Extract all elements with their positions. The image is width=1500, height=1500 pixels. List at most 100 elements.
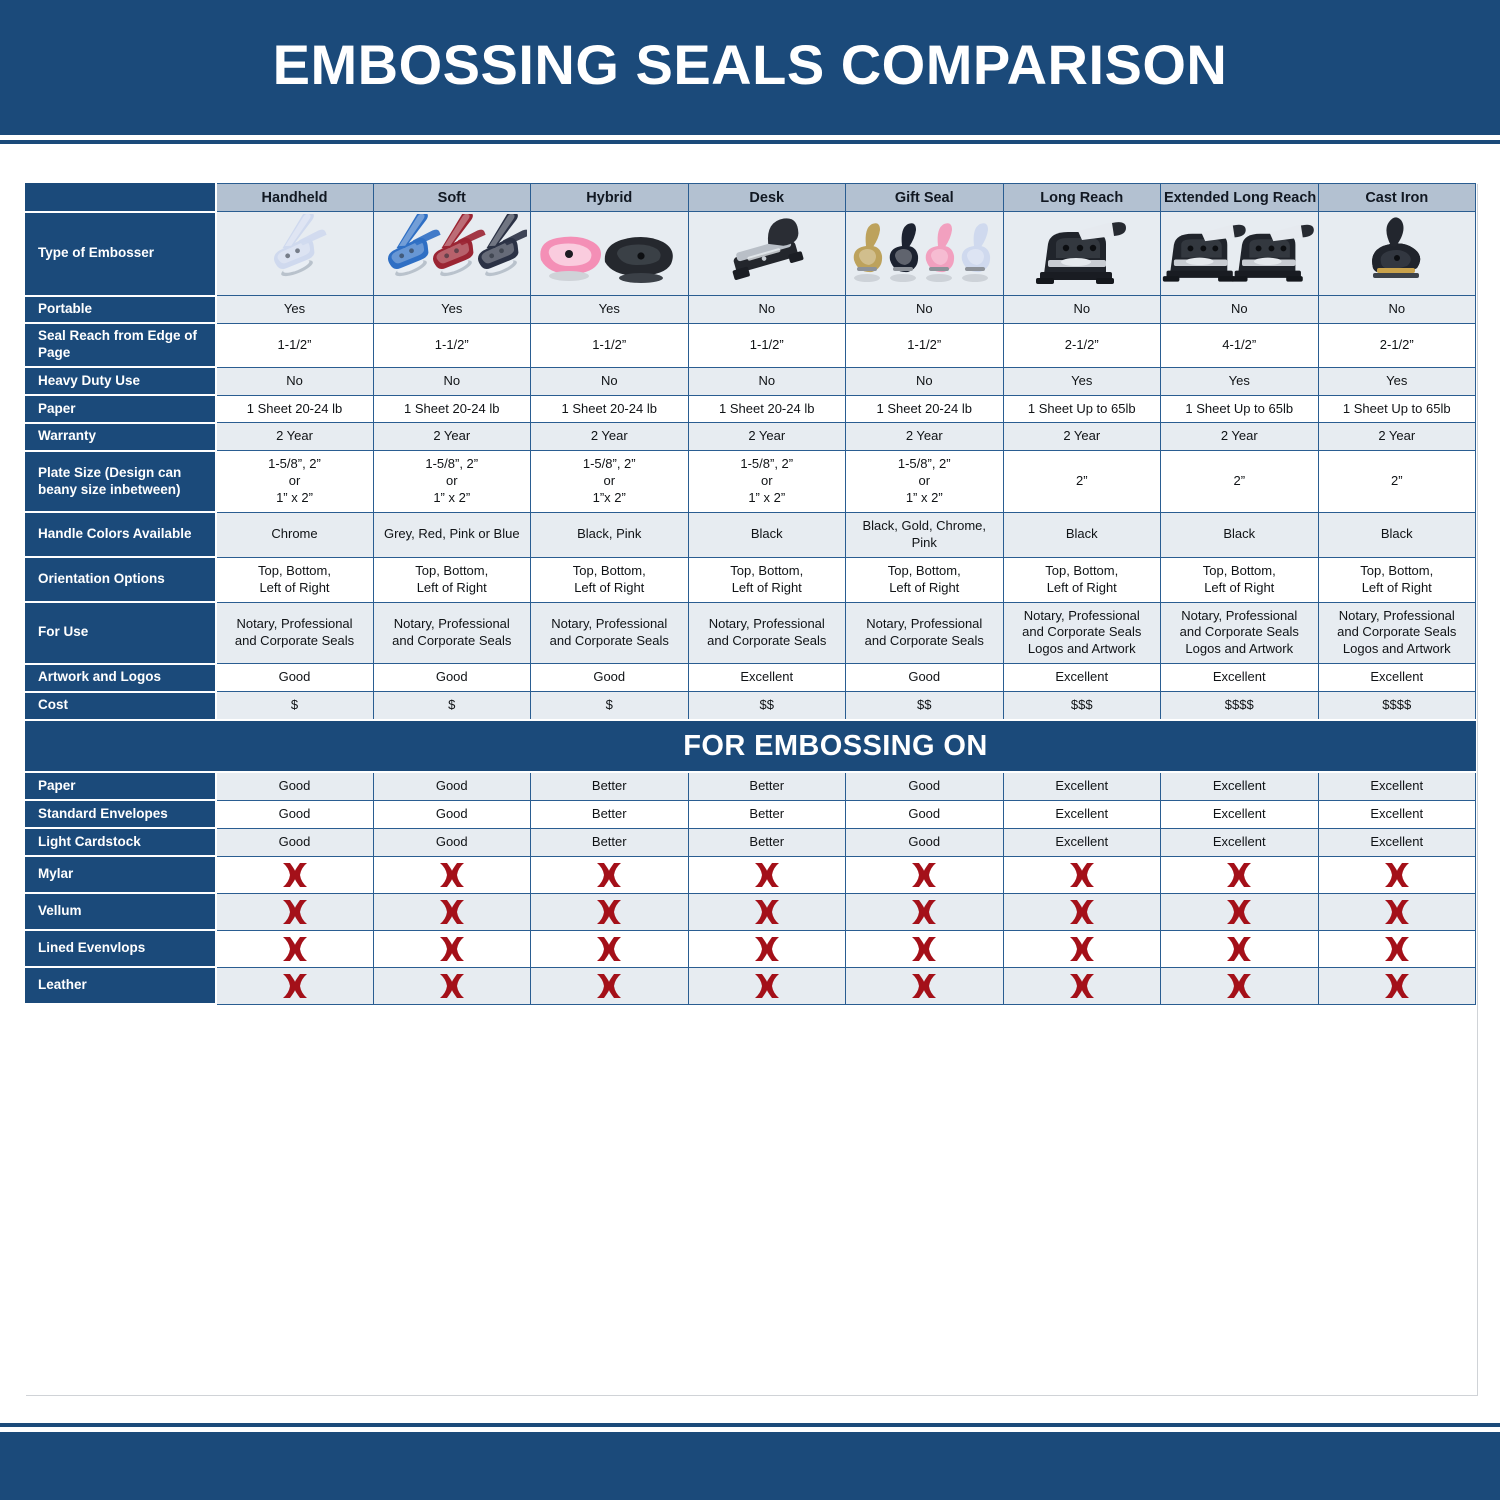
table-row: Handle Colors Available Chrome Grey, Red, … [25, 511, 1476, 559]
not-supported-cell [845, 855, 1004, 894]
not-supported-cell [1317, 966, 1476, 1005]
table-row: Vellum [25, 892, 1476, 932]
value-cell: Yes [1317, 366, 1476, 396]
embossing-seals-comparison-table: Handheld Soft Hybrid Desk Gift Seal Long Reac… [25, 183, 1476, 1006]
value-cell: 1-5/8”, 2” or 1” x 2” [215, 450, 374, 513]
not-supported-cell [845, 966, 1004, 1005]
value-cell: Top, Bottom, Left of Right [372, 556, 531, 603]
value-cell: 1 Sheet Up to 65lb [1160, 394, 1319, 424]
value-cell: Notary, Professional and Corporate Seals [530, 601, 689, 665]
row-label-light-cardstock: Light Cardstock [25, 827, 217, 858]
value-cell: Black, Pink [530, 511, 689, 558]
value-cell: Black [687, 511, 846, 558]
row-label-orientation-options: Orientation Options [25, 556, 217, 604]
not-supported-cell [687, 966, 846, 1005]
value-cell: Notary, Professional and Corporate Seals L… [1317, 601, 1476, 665]
column-header-soft[interactable]: Soft [372, 183, 531, 212]
cross-x-icon [850, 973, 999, 999]
column-header-desk[interactable]: Desk [687, 183, 846, 212]
value-cell: Excellent [1317, 663, 1476, 693]
value-cell: Good [215, 827, 374, 857]
column-header-hybrid[interactable]: Hybrid [530, 183, 689, 212]
value-cell: $$$$ [1160, 691, 1319, 721]
cross-x-icon [850, 899, 999, 925]
value-cell: Chrome [215, 511, 374, 558]
value-cell: No [845, 295, 1004, 324]
cross-x-icon [535, 936, 684, 962]
value-cell: 2 Year [1002, 422, 1161, 452]
value-cell: No [1317, 295, 1476, 324]
value-cell: 1 Sheet 20-24 lb [215, 394, 374, 424]
soft-embosser-icon [374, 213, 531, 294]
value-cell: Good [215, 771, 374, 801]
cross-x-icon [693, 973, 842, 999]
not-supported-cell [687, 929, 846, 968]
cross-x-icon [221, 899, 369, 925]
value-cell: Good [372, 771, 531, 801]
value-cell: 2-1/2” [1317, 322, 1476, 368]
not-supported-cell [530, 966, 689, 1005]
extended-long-reach-embosser-icon [1161, 214, 1318, 294]
value-cell: Better [687, 771, 846, 801]
value-cell: Better [530, 799, 689, 829]
value-cell: Excellent [1160, 827, 1319, 857]
section-banner-row: FOR EMBOSSING ON [25, 719, 1476, 773]
value-cell: 2 Year [1317, 422, 1476, 452]
footer-rule-bottom [0, 1432, 1500, 1437]
value-cell: No [215, 366, 374, 396]
value-cell: Excellent [1002, 663, 1161, 693]
row-label-type-of-embosser: Type of Embosser [25, 210, 217, 297]
value-cell: 1 Sheet Up to 65lb [1317, 394, 1476, 424]
row-label-plate-size-design-can-beany-size-inbetween: Plate Size (Design can beany size inbetw… [25, 449, 217, 514]
value-cell: Excellent [1002, 799, 1161, 829]
value-cell: Notary, Professional and Corporate Seals [845, 601, 1004, 665]
row-label-vellum: Vellum [25, 892, 217, 932]
value-cell: Better [530, 771, 689, 801]
not-supported-cell [215, 966, 374, 1005]
value-cell: Good [372, 663, 531, 693]
page-title: EMBOSSING SEALS COMPARISON [272, 33, 1228, 96]
not-supported-cell [530, 855, 689, 894]
value-cell: 2 Year [530, 422, 689, 452]
row-label-leather: Leather [25, 966, 217, 1006]
not-supported-cell [1317, 929, 1476, 968]
value-cell: 2 Year [1160, 422, 1319, 452]
value-cell: 2” [1002, 450, 1161, 513]
value-cell: 1-1/2” [372, 322, 531, 368]
value-cell: Grey, Red, Pink or Blue [372, 511, 531, 558]
not-supported-cell [1160, 855, 1319, 894]
value-cell: Black [1317, 511, 1476, 558]
not-supported-cell [372, 855, 531, 894]
cross-x-icon [850, 936, 999, 962]
row-label-cost: Cost [25, 690, 217, 722]
column-header-gift-seal[interactable]: Gift Seal [845, 183, 1004, 212]
value-cell: 1-5/8”, 2” or 1” x 2” [845, 450, 1004, 513]
section-banner-for-embossing-on: FOR EMBOSSING ON [25, 719, 1476, 773]
cross-x-icon [1165, 936, 1314, 962]
cross-x-icon [1165, 862, 1314, 888]
hybrid-embosser-icon [531, 214, 688, 294]
column-header-long-reach[interactable]: Long Reach [1002, 183, 1161, 212]
value-cell: Excellent [1160, 663, 1319, 693]
value-cell: Good [845, 771, 1004, 801]
column-header-handheld[interactable]: Handheld [215, 183, 374, 212]
column-header-extended-long-reach[interactable]: Extended Long Reach [1160, 183, 1319, 212]
value-cell: Better [687, 827, 846, 857]
table-row: Mylar [25, 855, 1476, 895]
value-cell: No [372, 366, 531, 396]
embosser-image-cell [1160, 211, 1319, 296]
value-cell: Yes [215, 295, 374, 324]
cross-x-icon [221, 973, 369, 999]
value-cell: Notary, Professional and Corporate Seals [687, 601, 846, 665]
table-corner-cell [25, 183, 217, 212]
row-label-for-use: For Use [25, 601, 217, 665]
value-cell: Good [215, 799, 374, 829]
embosser-image-cell [1002, 211, 1161, 296]
table-row: Light Cardstock Good Good Better Better Good E… [25, 827, 1476, 858]
column-header-cast-iron[interactable]: Cast Iron [1317, 183, 1476, 212]
footer-rule-gap [0, 1427, 1500, 1432]
row-label-paper: Paper [25, 394, 217, 424]
table-row: Paper 1 Sheet 20-24 lb 1 Sheet 20-24 lb 1 S… [25, 394, 1476, 424]
value-cell: 1-5/8”, 2” or 1”x 2” [530, 450, 689, 513]
row-label-heavy-duty-use: Heavy Duty Use [25, 366, 217, 397]
